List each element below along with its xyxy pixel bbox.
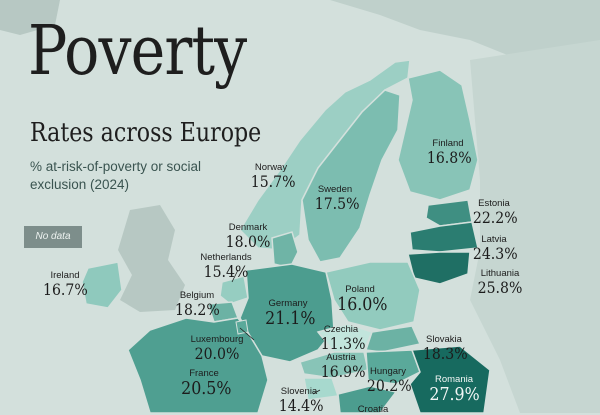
country-sweden[interactable] bbox=[301, 89, 401, 263]
label-denmark: Denmark 18.0% bbox=[222, 222, 274, 251]
country-value: 18.0% bbox=[225, 232, 271, 251]
country-value: 16.0% bbox=[337, 294, 388, 315]
label-france: France 20.5% bbox=[178, 368, 232, 399]
country-name: Hungary bbox=[370, 366, 406, 377]
country-romania[interactable] bbox=[409, 345, 491, 413]
country-slovakia[interactable] bbox=[364, 325, 422, 353]
country-name: Germany bbox=[268, 298, 308, 309]
label-lithuania: Lithuania 25.8% bbox=[474, 268, 526, 297]
label-hungary: Hungary 20.2% bbox=[364, 366, 412, 395]
country-value: 24.3% bbox=[472, 244, 518, 263]
country-finland[interactable] bbox=[397, 69, 479, 201]
country-name: Netherlands bbox=[200, 252, 252, 263]
country-name: Slovakia bbox=[426, 334, 462, 345]
label-norway: Norway 15.7% bbox=[248, 162, 296, 191]
country-value: 17.5% bbox=[314, 194, 360, 213]
country-value: 20.2% bbox=[366, 376, 412, 395]
country-name: Slovenia bbox=[280, 386, 318, 397]
country-value: 20.5% bbox=[181, 378, 232, 399]
country-name: Denmark bbox=[228, 222, 268, 233]
country-value: 15.7% bbox=[250, 172, 296, 191]
label-croatia: Croatia bbox=[350, 404, 396, 415]
country-value: 21.1% bbox=[265, 308, 316, 329]
label-poland: Poland 16.0% bbox=[334, 284, 388, 315]
country-value: 14.4% bbox=[278, 396, 324, 415]
country-name: Austria bbox=[326, 352, 356, 363]
country-germany[interactable] bbox=[239, 263, 335, 363]
country-name: Belgium bbox=[179, 290, 215, 301]
country-name: Ireland bbox=[50, 270, 80, 281]
country-value: 16.9% bbox=[320, 362, 366, 381]
country-value: 11.3% bbox=[320, 334, 366, 353]
country-name: France bbox=[189, 368, 219, 379]
map-description: % at-risk-of-poverty or social exclusion… bbox=[30, 159, 202, 192]
land-uk bbox=[118, 205, 185, 312]
country-luxembourg[interactable] bbox=[235, 319, 249, 335]
country-denmark[interactable] bbox=[271, 231, 299, 269]
country-name: Czechia bbox=[323, 324, 359, 335]
country-lithuania[interactable] bbox=[407, 251, 471, 285]
label-latvia: Latvia 24.3% bbox=[470, 234, 518, 263]
country-name: Croatia bbox=[357, 404, 389, 415]
leader-line-netherlands bbox=[231, 269, 239, 283]
country-poland[interactable] bbox=[325, 261, 421, 331]
country-netherlands[interactable] bbox=[219, 275, 249, 305]
country-czechia[interactable] bbox=[316, 323, 374, 353]
country-value: 16.7% bbox=[43, 280, 88, 299]
country-latvia[interactable] bbox=[409, 221, 479, 253]
country-value: 16.8% bbox=[426, 148, 472, 167]
country-value: 20.0% bbox=[194, 344, 240, 363]
country-ireland[interactable] bbox=[81, 261, 123, 309]
country-estonia[interactable] bbox=[425, 199, 473, 227]
country-croatia[interactable] bbox=[337, 385, 398, 413]
label-austria: Austria 16.9% bbox=[318, 352, 366, 381]
country-name: Sweden bbox=[317, 184, 353, 195]
label-luxembourg: Luxembourg 20.0% bbox=[186, 334, 248, 363]
country-name: Romania bbox=[434, 374, 474, 385]
country-name: Finland bbox=[432, 138, 464, 149]
country-value: 15.4% bbox=[203, 262, 249, 281]
country-value: 27.9% bbox=[429, 384, 480, 405]
country-value: 18.2% bbox=[175, 300, 220, 319]
label-sweden: Sweden 17.5% bbox=[312, 184, 360, 213]
label-estonia: Estonia 22.2% bbox=[470, 198, 518, 227]
country-hungary[interactable] bbox=[365, 349, 421, 385]
legend-no-data: No data bbox=[24, 226, 82, 248]
country-name: Latvia bbox=[481, 234, 507, 245]
page-subtitle: Rates across Europe bbox=[30, 118, 262, 148]
country-value: 18.3% bbox=[422, 344, 468, 363]
label-ireland: Ireland 16.7% bbox=[40, 270, 90, 299]
label-czechia: Czechia 11.3% bbox=[318, 324, 366, 353]
label-finland: Finland 16.8% bbox=[424, 138, 472, 167]
country-value: 22.2% bbox=[472, 208, 518, 227]
leader-line-luxembourg bbox=[239, 327, 255, 341]
country-france[interactable] bbox=[127, 317, 269, 413]
country-name: Estonia bbox=[478, 198, 510, 209]
country-name: Norway bbox=[254, 162, 288, 173]
land-iceland bbox=[0, 0, 60, 35]
leader-line-slovenia bbox=[312, 389, 321, 395]
country-name: Luxembourg bbox=[190, 334, 244, 345]
label-romania: Romania 27.9% bbox=[426, 374, 482, 405]
country-value: 25.8% bbox=[477, 278, 523, 297]
country-name: Poland bbox=[345, 284, 375, 295]
page-title: Poverty bbox=[28, 12, 247, 91]
label-germany: Germany 21.1% bbox=[262, 298, 316, 329]
label-netherlands: Netherlands 15.4% bbox=[198, 252, 254, 281]
label-slovenia: Slovenia 14.4% bbox=[276, 386, 324, 415]
land-scandinavia-background bbox=[330, 0, 600, 130]
label-slovakia: Slovakia 18.3% bbox=[420, 334, 468, 363]
country-name: Lithuania bbox=[480, 268, 520, 279]
label-belgium: Belgium 18.2% bbox=[172, 290, 222, 319]
land-russia-background bbox=[470, 40, 600, 413]
